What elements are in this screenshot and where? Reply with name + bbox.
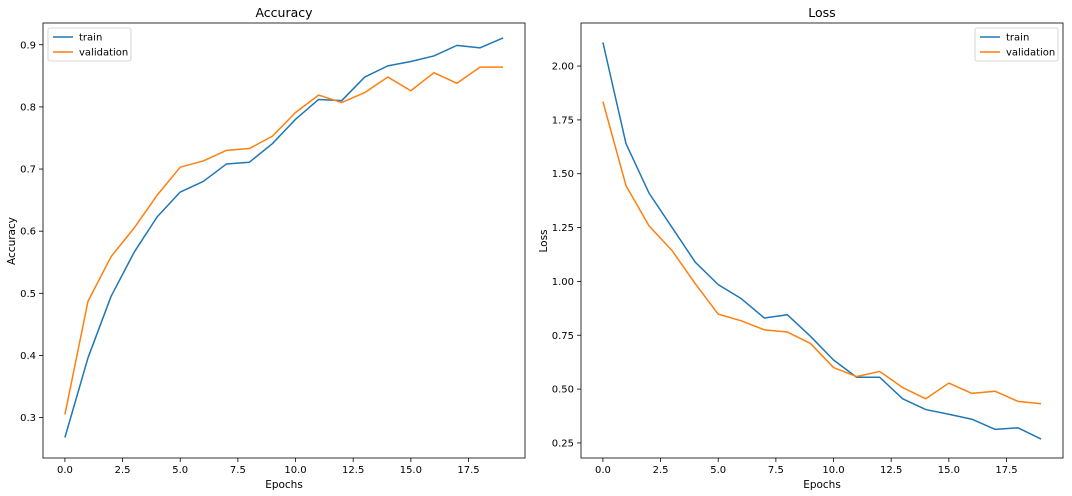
loss-x-tick-label: 10.0 [822,465,844,476]
accuracy-chart: Accuracy 0.0 2.5 5.0 7.5 10.0 12.5 15.0 17.5 0.… [6,5,526,491]
accuracy-y-tick-label: 0.4 [20,351,36,362]
loss-y-tick-label: 0.50 [552,385,574,396]
accuracy-series-train [64,37,504,438]
loss-y-tick-label: 1.75 [552,115,574,126]
accuracy-y-tick-label: 0.6 [20,227,36,238]
loss-x-tick-label: 17.5 [995,465,1017,476]
accuracy-x-tick-label: 2.5 [115,465,131,476]
loss-x-ticks: 0.0 2.5 5.0 7.5 10.0 12.5 15.0 17.5 [595,458,1018,476]
loss-x-axis-label: Epochs [803,479,841,491]
loss-x-tick-label: 0.0 [595,465,611,476]
loss-x-tick-label: 7.5 [768,465,784,476]
loss-legend: train validation [974,27,1059,62]
loss-x-tick-label: 2.5 [653,465,669,476]
loss-y-tick-label: 1.25 [552,223,574,234]
accuracy-y-tick-label: 0.8 [20,102,36,113]
loss-plot-frame [580,22,1064,459]
accuracy-x-ticks: 0.0 2.5 5.0 7.5 10.0 12.5 15.0 17.5 [57,458,480,476]
accuracy-x-tick-label: 17.5 [457,465,479,476]
loss-legend-label-train: train [1006,33,1029,44]
accuracy-x-tick-label: 5.0 [172,465,188,476]
loss-series-train [602,42,1042,440]
accuracy-y-tick-label: 0.3 [20,413,36,424]
accuracy-x-tick-label: 7.5 [230,465,246,476]
accuracy-chart-title: Accuracy [255,5,313,20]
accuracy-legend-label-validation: validation [79,48,128,59]
loss-y-ticks: 0.25 0.50 0.75 1.00 1.25 1.50 1.75 2.00 [552,62,581,449]
accuracy-y-tick-label: 0.7 [20,165,36,176]
loss-series-validation [602,101,1042,405]
accuracy-x-tick-label: 12.5 [342,465,364,476]
accuracy-y-axis-label: Accuracy [6,217,18,265]
accuracy-x-axis-label: Epochs [265,479,303,491]
accuracy-series-lines [64,37,504,438]
accuracy-series-validation [64,66,504,415]
loss-chart: Loss 0.0 2.5 5.0 7.5 10.0 12.5 15.0 17.5 0.250.… [538,5,1064,491]
loss-y-axis-label: Loss [538,229,550,252]
loss-y-tick-label: 0.75 [552,331,574,342]
loss-y-tick-label: 0.25 [552,438,574,449]
accuracy-legend-label-train: train [79,33,102,44]
accuracy-x-tick-label: 0.0 [57,465,73,476]
loss-y-tick-label: 1.50 [552,169,574,180]
accuracy-y-ticks: 0.3 0.4 0.5 0.6 0.7 0.8 0.9 [20,40,43,424]
loss-y-tick-label: 2.00 [552,62,574,73]
accuracy-legend: train validation [47,27,132,62]
accuracy-x-tick-label: 10.0 [284,465,306,476]
loss-x-tick-label: 12.5 [880,465,902,476]
loss-y-tick-label: 1.00 [552,277,574,288]
accuracy-x-tick-label: 15.0 [400,465,422,476]
accuracy-y-tick-label: 0.9 [20,40,36,51]
loss-legend-label-validation: validation [1006,48,1055,59]
loss-series-lines [602,42,1042,440]
loss-chart-title: Loss [808,5,835,20]
loss-x-tick-label: 5.0 [710,465,726,476]
accuracy-y-tick-label: 0.5 [20,289,36,300]
accuracy-plot-frame [42,22,526,459]
loss-x-tick-label: 15.0 [938,465,960,476]
